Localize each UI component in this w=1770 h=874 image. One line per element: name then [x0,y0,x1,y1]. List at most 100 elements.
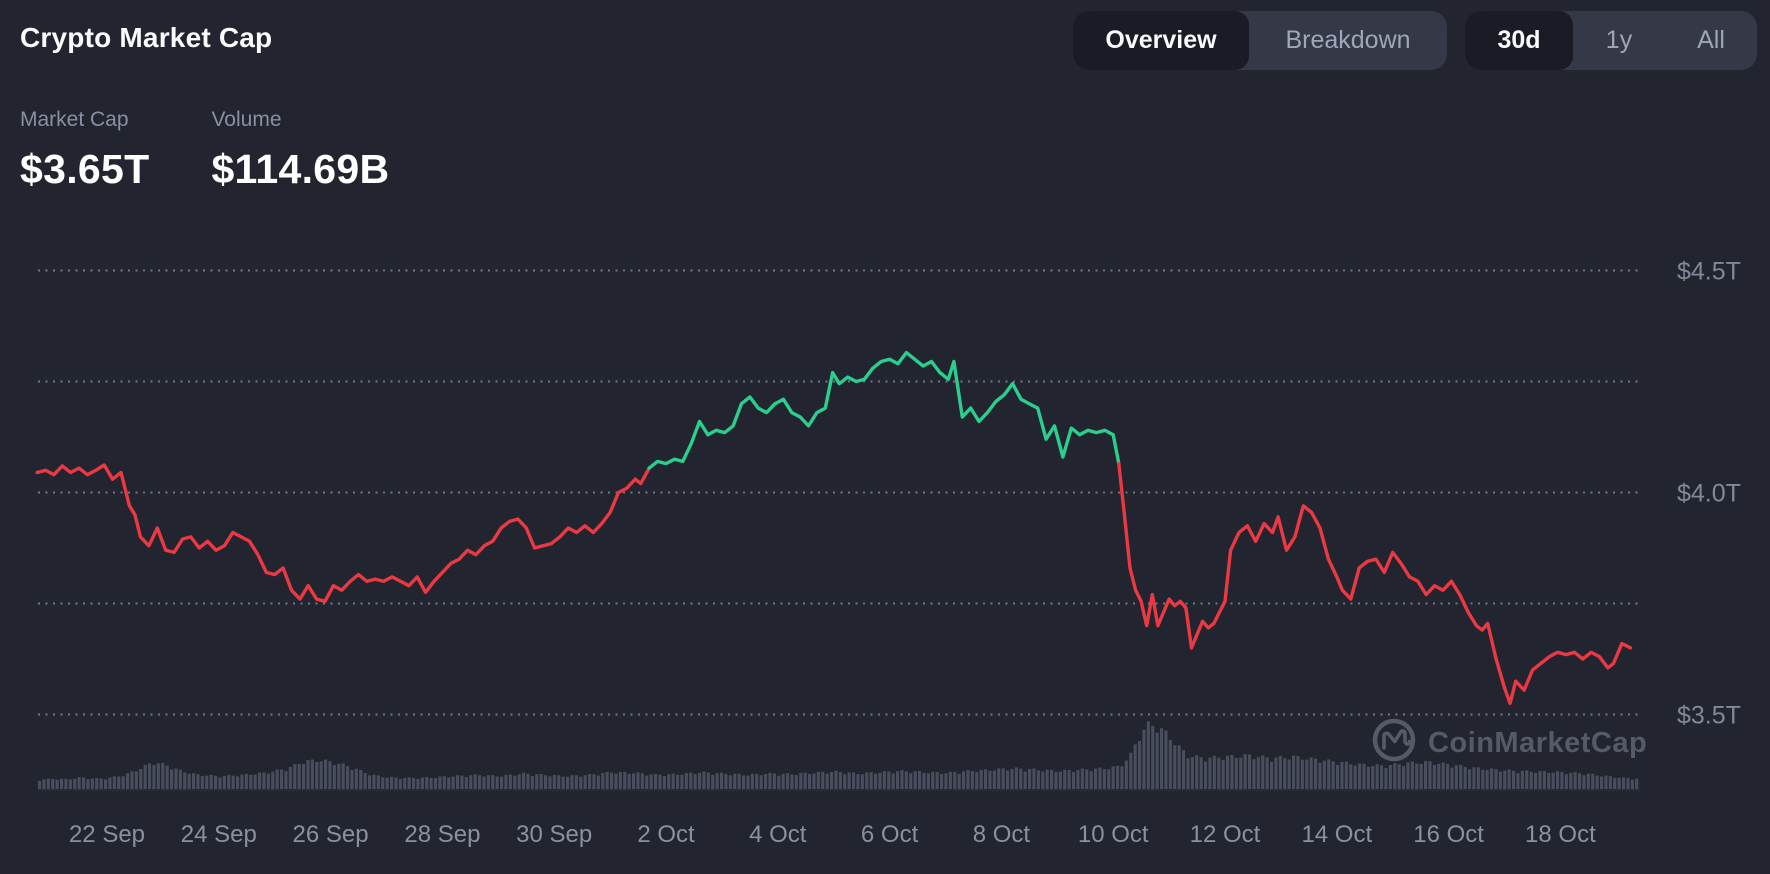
volume-bar [337,763,341,789]
volume-bar [1168,740,1172,789]
volume-bar [152,765,156,789]
volume-bar [130,771,134,789]
volume-bar [90,778,94,789]
volume-bar [1089,771,1093,789]
range-1y[interactable]: 1y [1573,11,1665,70]
volume-bar [918,771,922,789]
volume-bar [1419,764,1423,789]
volume-bar [1516,773,1520,789]
volume-bar [816,771,820,789]
volume-bar [1265,757,1269,789]
volume-bar [891,773,895,789]
x-tick-label: 2 Oct [637,821,695,848]
volume-bar [456,775,460,789]
coinmarketcap-logo-icon [1372,718,1416,762]
y-tick-label: $4.0T [1677,480,1741,508]
volume-bar [1221,759,1225,789]
volume-bar [847,772,851,789]
volume-bar [1199,757,1203,789]
x-tick-label: 26 Sep [293,821,369,848]
price-line-down-segment [1117,461,1633,706]
volume-bar [693,774,697,789]
volume-bar [768,772,772,789]
volume-bar [869,772,873,789]
volume-bar [170,769,174,789]
volume-bar [363,773,367,789]
tab-breakdown[interactable]: Breakdown [1249,11,1447,70]
volume-bar [1569,772,1573,789]
volume-bar [1393,763,1397,789]
volume-bar [1129,752,1133,789]
volume-bar [522,772,526,789]
volume-bar [464,777,468,789]
volume-bar [108,777,112,789]
x-tick-label: 14 Oct [1301,821,1372,848]
volume-bar [1538,771,1542,789]
volume-bar [244,773,248,789]
volume-bar [249,774,253,789]
volume-bar [262,772,266,789]
volume-bar [1001,768,1005,789]
volume-bar [1481,769,1485,789]
volume-bar [1591,773,1595,789]
volume-bar [222,775,226,789]
volume-bar [786,773,790,789]
volume-bar [306,760,310,789]
volume-bar [821,771,825,789]
stats-row: Market Cap $3.65T Volume $114.69B [20,108,389,193]
volume-bar [1331,761,1335,789]
x-tick-label: 22 Sep [69,821,145,848]
volume-bar [557,775,561,789]
volume-bar [240,774,244,789]
volume-bar [935,772,939,789]
volume-bar [1300,759,1304,789]
volume-bar [148,763,152,789]
volume-bar [781,773,785,789]
volume-bar [865,772,869,789]
volume-bar [134,771,138,789]
volume-bar [676,774,680,789]
y-axis-labels: $4.5T $4.0T $3.5T [1677,258,1741,730]
volume-bar [434,778,438,789]
range-30d[interactable]: 30d [1465,11,1573,70]
volume-bar [214,775,218,789]
range-all[interactable]: All [1665,11,1757,70]
volume-bar [596,775,600,789]
volume-bar [922,772,926,789]
volume-bar [1085,769,1089,789]
volume-bars[interactable] [38,721,1639,789]
volume-bar [1622,777,1626,789]
volume-bar [790,774,794,789]
volume-bar [117,776,121,789]
y-tick-label: $4.5T [1677,258,1741,286]
volume-bar [284,771,288,789]
volume-bar [297,764,301,789]
volume-bar [1217,757,1221,789]
volume-bar [957,773,961,789]
volume-bar [1600,776,1604,789]
volume-bar [1428,761,1432,789]
volume-bar [649,774,653,789]
volume-bar [1006,770,1010,789]
volume-bar [1573,772,1577,789]
volume-bar [1542,771,1546,789]
volume-bar [1080,768,1084,789]
volume-bar [1358,763,1362,789]
volume-bar [1261,755,1265,789]
volume-bar [236,776,240,789]
volume-bar [253,774,257,789]
volume-bar [1230,755,1234,789]
volume-bar [354,768,358,789]
volume-bar [1138,741,1142,789]
volume-bar [1626,778,1630,789]
volume-bar [473,774,477,789]
volume-bar [1072,772,1076,789]
volume-bar [627,773,631,789]
volume-bar [1490,768,1494,789]
volume-bar [1520,770,1524,789]
volume-bar [104,779,108,789]
volume-bar [156,763,160,789]
volume-bar [1371,766,1375,789]
tab-overview[interactable]: Overview [1073,11,1249,70]
